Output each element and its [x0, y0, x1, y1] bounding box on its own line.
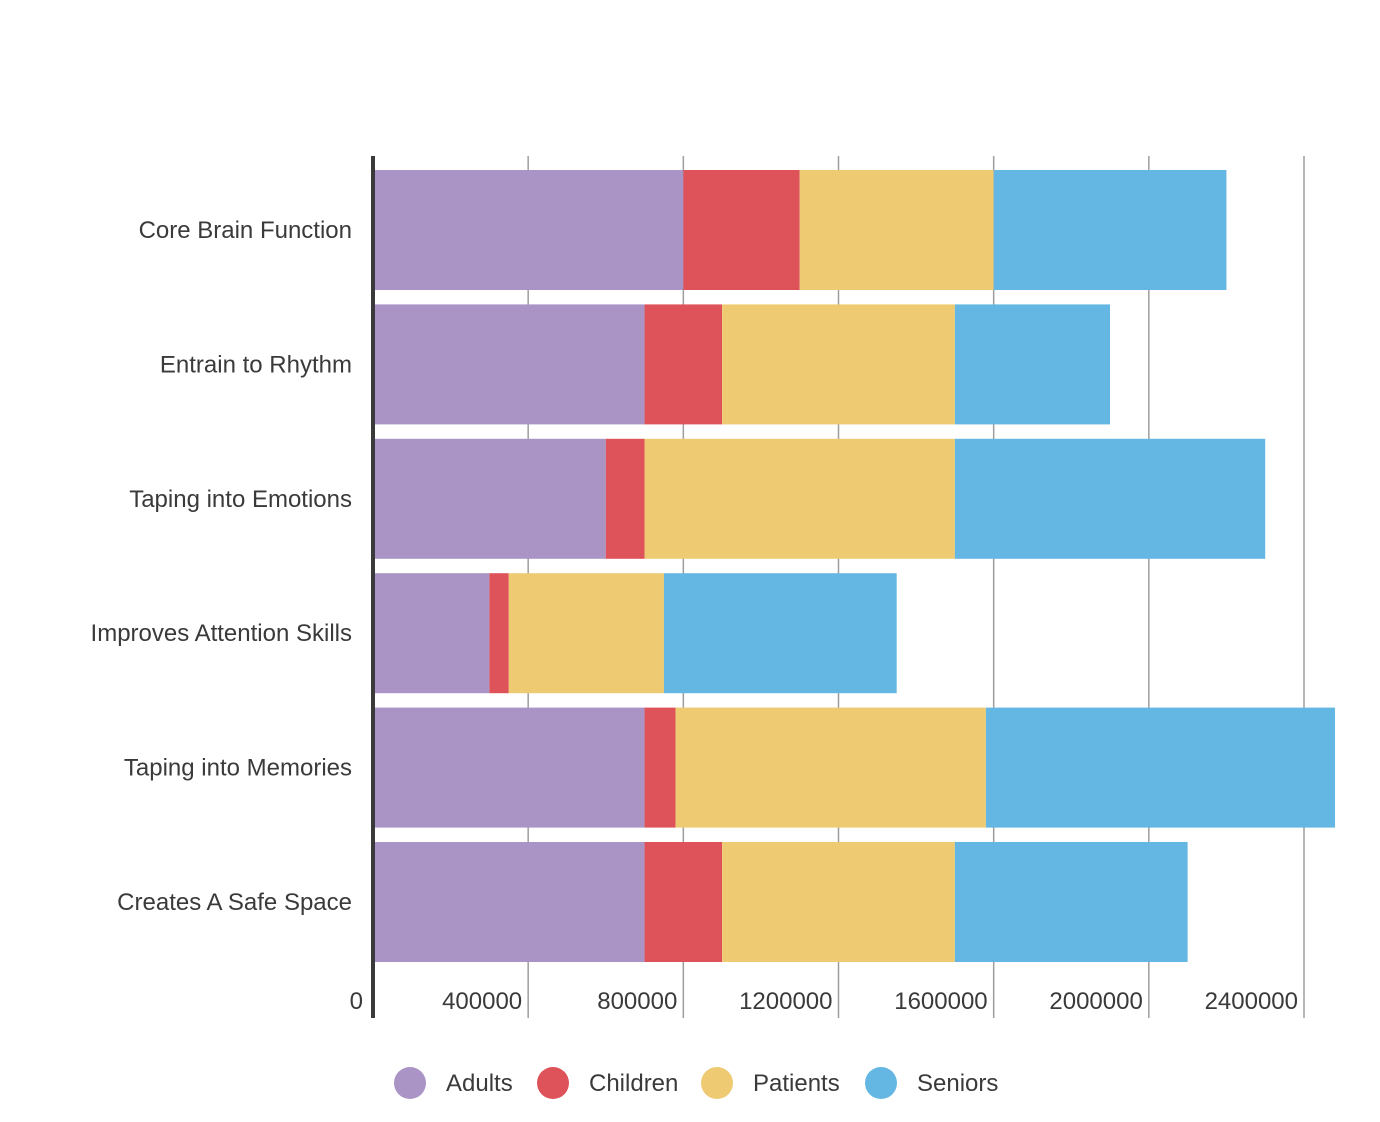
bar-core-brain-function-seniors	[993, 170, 1227, 290]
x-tick-label-800000: 800000	[597, 988, 677, 1015]
legend-label-patients: Patients	[753, 1070, 840, 1097]
category-labels: Core Brain Function Entrain to Rhythm Tapi…	[91, 217, 352, 916]
category-label-improves-attention-skills: Improves Attention Skills	[91, 620, 352, 647]
legend-label-children: Children	[589, 1070, 678, 1097]
bar-taping-into-memories-adults	[373, 707, 645, 828]
bar-entrain-to-rhythm-children	[644, 304, 723, 425]
x-tick-label-1600000: 1600000	[894, 988, 987, 1015]
legend-label-adults: Adults	[446, 1070, 513, 1097]
category-label-entrain-to-rhythm: Entrain to Rhythm	[160, 351, 352, 378]
legend: Adults Children Patients Seniors	[394, 1067, 998, 1099]
bar-entrain-to-rhythm-patients	[722, 304, 955, 425]
bar-taping-into-emotions-children	[605, 438, 645, 559]
bar-taping-into-memories-children	[644, 707, 676, 828]
bar-taping-into-memories-patients	[675, 707, 986, 828]
x-tick-label-2000000: 2000000	[1049, 988, 1142, 1015]
legend-item-children: Children	[537, 1067, 678, 1099]
category-label-taping-into-emotions: Taping into Emotions	[129, 486, 352, 513]
legend-item-adults: Adults	[394, 1067, 513, 1099]
x-tick-label-1200000: 1200000	[739, 988, 832, 1015]
bar-core-brain-function-patients	[799, 170, 994, 290]
bar-entrain-to-rhythm-adults	[373, 304, 645, 425]
bar-taping-into-emotions-patients	[644, 438, 955, 559]
bar-core-brain-function-children	[683, 170, 800, 290]
x-tick-label-2400000: 2400000	[1205, 988, 1298, 1015]
bar-improves-attention-skills-seniors	[663, 573, 897, 694]
legend-swatch-adults	[394, 1067, 426, 1099]
category-label-creates-a-safe-space: Creates A Safe Space	[117, 889, 352, 916]
bar-creates-a-safe-space-adults	[373, 842, 645, 962]
legend-swatch-seniors	[865, 1067, 897, 1099]
bar-taping-into-memories-seniors	[985, 707, 1336, 828]
bar-taping-into-emotions-seniors	[954, 438, 1266, 559]
bars	[373, 170, 1336, 962]
legend-item-seniors: Seniors	[865, 1067, 998, 1099]
legend-label-seniors: Seniors	[917, 1070, 998, 1097]
bar-creates-a-safe-space-seniors	[954, 842, 1188, 962]
legend-swatch-children	[537, 1067, 569, 1099]
x-tick-label-0: 0	[350, 988, 363, 1015]
bar-improves-attention-skills-adults	[373, 573, 490, 694]
x-tick-labels: 0 400000 800000 1200000 1600000 2000000 240000…	[350, 988, 1298, 1015]
bar-entrain-to-rhythm-seniors	[954, 304, 1111, 425]
legend-item-patients: Patients	[701, 1067, 840, 1099]
x-tick-label-400000: 400000	[442, 988, 522, 1015]
bar-improves-attention-skills-patients	[508, 573, 664, 694]
category-label-taping-into-memories: Taping into Memories	[124, 755, 352, 782]
bar-creates-a-safe-space-children	[644, 842, 723, 962]
bar-core-brain-function-adults	[373, 170, 684, 290]
bar-creates-a-safe-space-patients	[722, 842, 955, 962]
legend-swatch-patients	[701, 1067, 733, 1099]
bar-taping-into-emotions-adults	[373, 438, 606, 559]
bar-improves-attention-skills-children	[489, 573, 509, 694]
category-label-core-brain-function: Core Brain Function	[139, 217, 352, 244]
